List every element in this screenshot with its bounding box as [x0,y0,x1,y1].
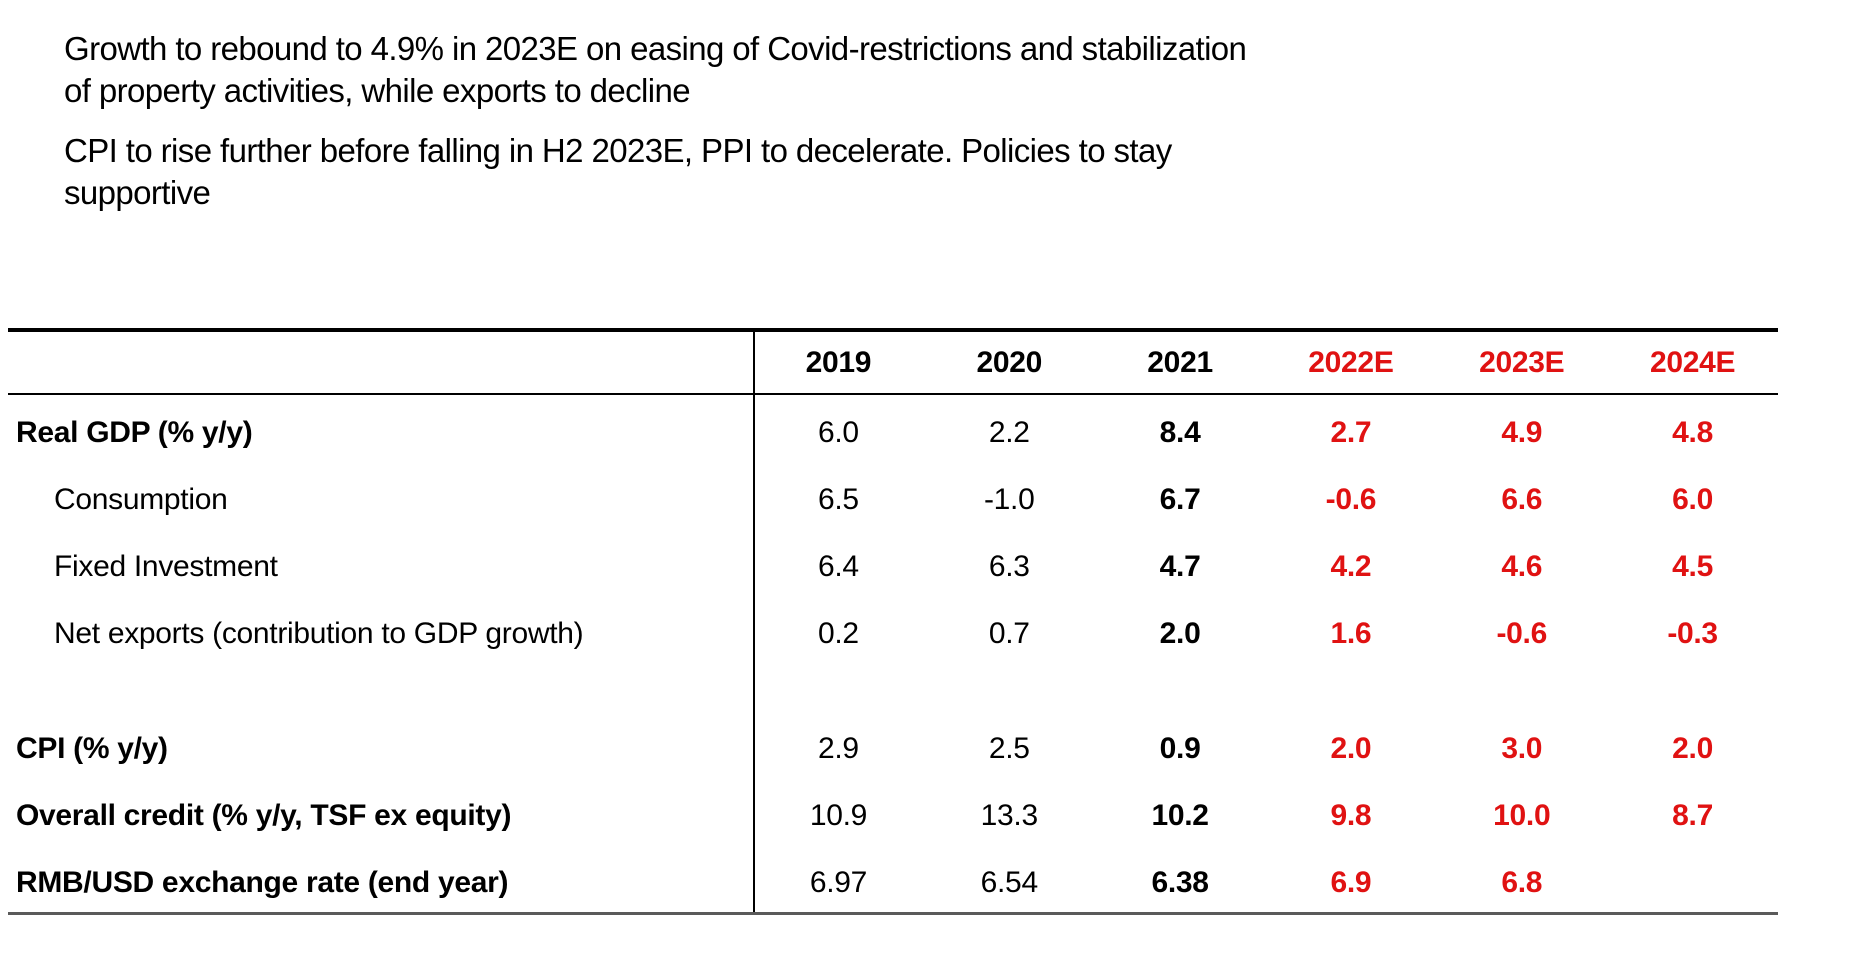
table-row: CPI (% y/y) 2.9 2.5 0.9 2.0 3.0 2.0 [8,715,1778,782]
table-row: Net exports (contribution to GDP growth)… [8,600,1778,667]
value-cell: 4.2 [1330,549,1372,583]
value-cell: 0.2 [818,616,859,650]
value-cell: 0.7 [988,616,1030,650]
value-cell: 6.8 [1501,865,1543,899]
value-cell: -0.6 [1325,482,1377,516]
value-cell: 6.5 [818,482,859,516]
column-divider [753,332,755,912]
value-cell: 4.7 [1159,549,1201,583]
value-cell: 10.0 [1493,798,1551,832]
value-cell: 6.54 [980,865,1039,899]
year-column-header: 2020 [976,345,1043,379]
table-body: Real GDP (% y/y) 6.0 2.2 8.4 2.7 4.9 4.8 Consum… [8,395,1778,912]
value-cell: 8.7 [1672,798,1713,832]
value-cell: 4.5 [1672,549,1713,583]
value-cell: 6.0 [818,415,859,449]
intro-paragraph-1: Growth to rebound to 4.9% in 2023E on ea… [64,30,1247,109]
value-cell: 4.8 [1672,415,1713,449]
year-column-header: 2022E [1308,345,1394,379]
value-cell: 2.0 [1672,731,1713,765]
year-column-header: 2021 [1147,345,1213,379]
value-cell: 6.4 [818,549,859,583]
value-cell: 6.7 [1159,482,1201,516]
value-cell: 10.2 [1151,798,1209,832]
row-label: Real GDP (% y/y) [16,415,253,449]
value-cell: 6.3 [988,549,1030,583]
row-label: CPI (% y/y) [16,731,168,765]
value-cell: 6.6 [1501,482,1543,516]
intro-paragraph-2: CPI to rise further before falling in H2… [64,132,1172,211]
value-cell: 0.9 [1159,731,1201,765]
table-row: Real GDP (% y/y) 6.0 2.2 8.4 2.7 4.9 4.8 [8,399,1778,466]
row-label: RMB/USD exchange rate (end year) [16,865,509,899]
value-cell: 6.0 [1672,482,1713,516]
value-cell: 3.0 [1501,731,1543,765]
value-cell: 4.9 [1501,415,1543,449]
value-cell: -0.6 [1496,616,1547,650]
year-column-header: 2019 [805,345,872,379]
forecast-table: 2019 2020 2021 2022E 2023E 2024E Real GDP (% … [8,328,1778,915]
value-cell: 6.9 [1330,865,1372,899]
table-row: Fixed Investment 6.4 6.3 4.7 4.2 4.6 4.5 [8,533,1778,600]
value-cell: 2.9 [818,731,859,765]
intro-section: Growth to rebound to 4.9% in 2023E on ea… [64,28,1624,232]
value-cell: -0.3 [1667,616,1718,650]
table-row: Overall credit (% y/y, TSF ex equity) 10.… [8,782,1778,849]
row-label: Consumption [54,482,228,516]
value-cell: 10.9 [809,798,868,832]
value-cell: 2.2 [988,415,1030,449]
table-header-row: 2019 2020 2021 2022E 2023E 2024E [8,332,1778,395]
value-cell: 2.0 [1330,731,1372,765]
year-column-header: 2024E [1649,345,1736,379]
year-column-header: 2023E [1479,345,1565,379]
row-label: Overall credit (% y/y, TSF ex equity) [16,798,512,832]
table-row: Consumption 6.5 -1.0 6.7 -0.6 6.6 6.0 [8,466,1778,533]
row-label: Fixed Investment [54,549,278,583]
value-cell: 4.6 [1501,549,1543,583]
value-cell: 9.8 [1330,798,1372,832]
table-spacer-row [8,663,1778,711]
value-cell: -1.0 [983,482,1035,516]
value-cell: 6.97 [809,865,868,899]
value-cell: 2.0 [1159,616,1201,650]
value-cell: 1.6 [1330,616,1372,650]
row-label: Net exports (contribution to GDP growth) [54,616,584,650]
value-cell: 13.3 [980,798,1039,832]
value-cell: 6.38 [1151,865,1209,899]
value-cell: 8.4 [1159,415,1201,449]
value-cell: 2.5 [988,731,1030,765]
table-row: RMB/USD exchange rate (end year) 6.97 6.54… [8,849,1778,916]
value-cell: 2.7 [1330,415,1372,449]
